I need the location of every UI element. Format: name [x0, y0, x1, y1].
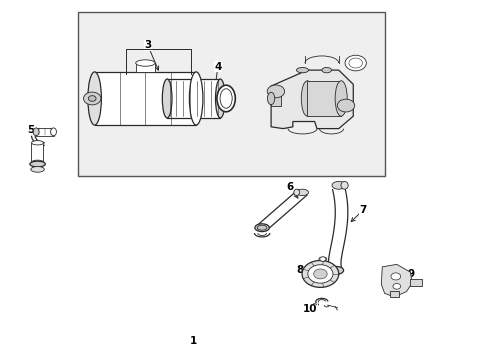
Bar: [270, 93, 280, 105]
Ellipse shape: [267, 92, 274, 105]
Ellipse shape: [32, 160, 43, 165]
Text: 4: 4: [214, 62, 221, 72]
Circle shape: [345, 55, 366, 71]
Text: 3: 3: [144, 40, 151, 50]
Text: 7: 7: [359, 205, 366, 215]
Ellipse shape: [51, 128, 56, 136]
Ellipse shape: [321, 67, 331, 73]
Circle shape: [266, 85, 284, 98]
Bar: [31, 143, 43, 162]
Ellipse shape: [31, 167, 44, 172]
Bar: [307, 81, 341, 116]
Ellipse shape: [257, 225, 266, 230]
Ellipse shape: [30, 161, 45, 167]
Bar: [389, 291, 398, 297]
Ellipse shape: [328, 266, 343, 274]
Text: 9: 9: [407, 269, 414, 279]
Text: 5: 5: [27, 125, 34, 135]
Ellipse shape: [293, 189, 299, 195]
Bar: [78, 12, 384, 176]
Ellipse shape: [301, 81, 313, 116]
Polygon shape: [381, 264, 411, 297]
Bar: [167, 79, 220, 118]
Text: 2: 2: [137, 86, 144, 96]
Bar: [95, 72, 196, 125]
Bar: [36, 128, 53, 136]
Ellipse shape: [32, 141, 43, 145]
Bar: [409, 279, 422, 285]
Text: 10: 10: [302, 304, 316, 314]
Ellipse shape: [331, 181, 345, 189]
Ellipse shape: [334, 81, 346, 116]
Ellipse shape: [215, 79, 224, 118]
Ellipse shape: [189, 72, 203, 125]
Text: 1: 1: [190, 336, 197, 346]
Circle shape: [392, 283, 400, 289]
Circle shape: [302, 260, 338, 287]
Ellipse shape: [296, 189, 308, 195]
Ellipse shape: [136, 60, 155, 66]
Ellipse shape: [33, 128, 39, 136]
Ellipse shape: [296, 67, 308, 73]
Bar: [136, 63, 155, 72]
Ellipse shape: [340, 181, 347, 189]
Polygon shape: [270, 70, 352, 129]
Ellipse shape: [254, 224, 269, 231]
Circle shape: [88, 96, 96, 101]
Circle shape: [390, 273, 400, 280]
Circle shape: [313, 269, 326, 279]
Ellipse shape: [88, 72, 101, 125]
Ellipse shape: [217, 85, 235, 112]
Circle shape: [337, 99, 354, 112]
Ellipse shape: [162, 79, 172, 118]
Circle shape: [319, 257, 325, 261]
Circle shape: [307, 265, 332, 283]
Ellipse shape: [318, 257, 326, 261]
Circle shape: [83, 92, 101, 105]
Text: 8: 8: [296, 265, 303, 275]
Text: 6: 6: [286, 182, 293, 192]
